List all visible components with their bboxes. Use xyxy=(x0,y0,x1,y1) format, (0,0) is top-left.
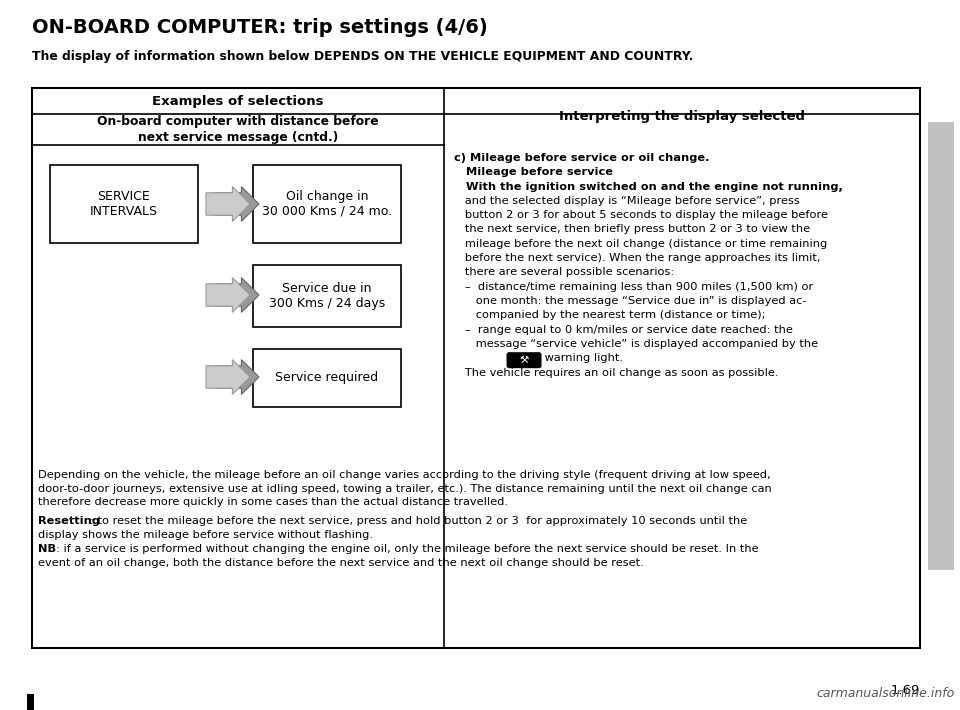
Text: carmanualsonline.info: carmanualsonline.info xyxy=(817,687,955,700)
Text: –  distance/time remaining less than 900 miles (1,500 km) or: – distance/time remaining less than 900 … xyxy=(454,282,813,292)
Polygon shape xyxy=(206,278,250,312)
Polygon shape xyxy=(206,187,250,222)
Polygon shape xyxy=(215,187,259,222)
Text: Mileage before service: Mileage before service xyxy=(454,168,613,178)
Text: there are several possible scenarios:: there are several possible scenarios: xyxy=(454,268,674,278)
Text: Examples of selections: Examples of selections xyxy=(153,94,324,107)
Text: event of an oil change, both the distance before the next service and the next o: event of an oil change, both the distanc… xyxy=(38,558,644,568)
Text: Interpreting the display selected: Interpreting the display selected xyxy=(559,110,805,123)
Text: With the ignition switched on and the engine not running,: With the ignition switched on and the en… xyxy=(454,182,843,192)
Text: display shows the mileage before service without flashing.: display shows the mileage before service… xyxy=(38,530,373,540)
Bar xyxy=(27,694,34,710)
Text: ON-BOARD COMPUTER: trip settings (4/6): ON-BOARD COMPUTER: trip settings (4/6) xyxy=(32,18,488,37)
Text: NB: NB xyxy=(38,545,56,555)
Text: : if a service is performed without changing the engine oil, only the mileage be: : if a service is performed without chan… xyxy=(56,545,758,555)
Text: and the selected display is “Mileage before service”, press: and the selected display is “Mileage bef… xyxy=(454,196,800,206)
Text: Depending on the vehicle, the mileage before an oil change varies according to t: Depending on the vehicle, the mileage be… xyxy=(38,470,771,480)
Text: before the next service). When the range approaches its limit,: before the next service). When the range… xyxy=(454,253,821,263)
Bar xyxy=(928,122,954,570)
Text: Service required: Service required xyxy=(276,371,378,385)
Text: –  range equal to 0 km/miles or service date reached: the: – range equal to 0 km/miles or service d… xyxy=(454,324,793,334)
Text: The display of information shown below DEPENDS ON THE VEHICLE EQUIPMENT AND COUN: The display of information shown below D… xyxy=(32,50,693,63)
Bar xyxy=(253,165,401,243)
Text: c) Mileage before service or oil change.: c) Mileage before service or oil change. xyxy=(454,153,709,163)
Text: Resetting: Resetting xyxy=(38,516,100,527)
FancyBboxPatch shape xyxy=(507,353,540,368)
Text: door-to-door journeys, extensive use at idling speed, towing a trailer, etc.). T: door-to-door journeys, extensive use at … xyxy=(38,484,772,493)
Text: companied by the nearest term (distance or time);: companied by the nearest term (distance … xyxy=(454,310,765,320)
Bar xyxy=(32,88,920,648)
Text: : to reset the mileage before the next service, press and hold button 2 or 3  fo: : to reset the mileage before the next s… xyxy=(90,516,747,527)
Text: The vehicle requires an oil change as soon as possible.: The vehicle requires an oil change as so… xyxy=(454,368,779,378)
Text: therefore decrease more quickly in some cases than the actual distance travelled: therefore decrease more quickly in some … xyxy=(38,497,508,507)
Bar xyxy=(50,165,198,243)
Text: On-board computer with distance before
next service message (cntd.): On-board computer with distance before n… xyxy=(97,116,379,143)
Bar xyxy=(253,265,401,327)
Text: 1.69: 1.69 xyxy=(891,684,920,697)
Text: mileage before the next oil change (distance or time remaining: mileage before the next oil change (dist… xyxy=(454,239,828,248)
Text: SERVICE
INTERVALS: SERVICE INTERVALS xyxy=(90,190,158,218)
Polygon shape xyxy=(206,360,250,394)
Polygon shape xyxy=(215,278,259,312)
Text: button 2 or 3 for about 5 seconds to display the mileage before: button 2 or 3 for about 5 seconds to dis… xyxy=(454,210,828,220)
Bar xyxy=(253,349,401,407)
Text: message “service vehicle” is displayed accompanied by the: message “service vehicle” is displayed a… xyxy=(454,339,818,349)
Text: the next service, then briefly press button 2 or 3 to view the: the next service, then briefly press but… xyxy=(454,224,810,234)
Text: one month: the message “Service due in” is displayed ac-: one month: the message “Service due in” … xyxy=(454,296,806,306)
Text: ⚒: ⚒ xyxy=(519,355,529,365)
Text: Service due in
300 Kms / 24 days: Service due in 300 Kms / 24 days xyxy=(269,282,385,310)
Polygon shape xyxy=(215,360,259,394)
Text: Oil change in
30 000 Kms / 24 mo.: Oil change in 30 000 Kms / 24 mo. xyxy=(262,190,392,218)
Text: warning light.: warning light. xyxy=(541,353,623,364)
